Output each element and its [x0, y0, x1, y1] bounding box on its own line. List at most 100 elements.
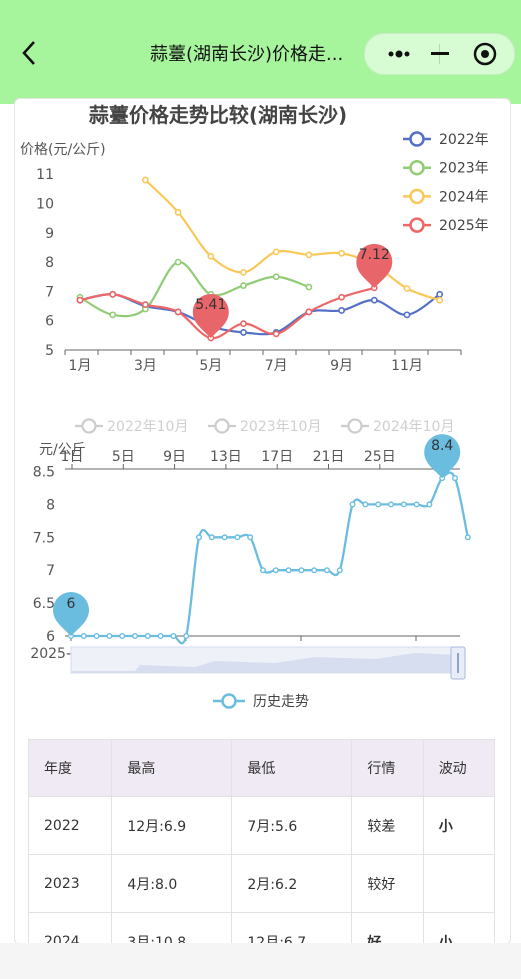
data-point — [426, 501, 433, 508]
series-lines — [68, 471, 471, 645]
legend-symbol — [81, 418, 97, 434]
legend-label: 2023年10月 — [240, 419, 321, 435]
data-point — [298, 567, 305, 574]
chart-legend[interactable]: 历史走势 — [213, 693, 309, 710]
series-line-history — [70, 471, 469, 645]
y-axis-ticks: 6 6.5 7 7.5 8 8.5 — [33, 465, 55, 646]
data-point — [240, 268, 247, 276]
data-point — [272, 273, 280, 281]
top-tick-label: 25日 — [364, 449, 396, 465]
value-markers: 68.4 — [53, 434, 461, 636]
cell-volatility: 小 — [422, 796, 496, 855]
data-point — [388, 501, 395, 508]
y-tick-label: 11 — [36, 167, 54, 183]
y-tick-label: 5 — [45, 343, 54, 359]
slider-preview — [71, 653, 461, 673]
x-tick-label: 7月 — [265, 358, 288, 374]
data-point — [436, 296, 444, 304]
data-point — [207, 252, 215, 260]
data-point — [338, 293, 345, 301]
y-axis-ticks: 5 6 7 8 9 10 11 — [36, 167, 54, 359]
data-point — [349, 501, 356, 508]
marker-label: 5.41 — [195, 297, 226, 313]
data-point — [240, 282, 247, 289]
value-markers: 5.41 7.12 — [192, 243, 393, 338]
y-tick-label: 8 — [46, 497, 55, 513]
y-tick-label: 6 — [45, 314, 54, 330]
navigation-bar: 蒜薹(湖南长沙)价格走... — [0, 0, 521, 104]
legend-symbol — [214, 418, 230, 434]
data-point — [336, 567, 343, 574]
chart-legend[interactable]: 2022年 2023年 2024年 2025年 — [403, 131, 489, 234]
top-tick-label: 17日 — [261, 449, 293, 465]
legend-symbol — [409, 131, 425, 147]
table-row: 2022 12月:6.9 7月:5.6 较差 小 — [27, 796, 496, 855]
legend-symbol — [409, 217, 425, 233]
legend-label: 历史走势 — [253, 694, 309, 710]
content-card: 蒜薹价格走势比较(湖南长沙) 价格(元/公斤) 2022年 2023年 2024年 2… — [14, 98, 511, 945]
data-point — [93, 632, 100, 639]
cell-volatility — [422, 854, 496, 913]
header-low: 最低 — [231, 739, 353, 797]
cell-volatility: 小 — [422, 912, 496, 944]
max-min-marker-pin — [53, 592, 89, 636]
y-tick-label: 6 — [46, 629, 55, 645]
y-axis-label: 元/公斤 — [39, 442, 86, 458]
y-axis-label: 价格(元/公斤) — [20, 142, 106, 158]
legend-label: 2025年 — [439, 218, 489, 234]
data-point — [305, 308, 313, 316]
cell-low: 2月:6.2 — [231, 854, 353, 913]
series-line-2024年 — [144, 179, 441, 302]
datazoom-slider[interactable] — [70, 646, 466, 680]
legend-label: 2024年10月 — [373, 419, 454, 435]
data-point — [400, 501, 407, 508]
data-point — [259, 567, 266, 574]
x-tick-label: 5月 — [199, 358, 222, 374]
data-point — [106, 632, 113, 639]
mini-program-capsule — [364, 33, 515, 75]
data-point — [109, 290, 117, 298]
data-point — [247, 534, 254, 541]
data-point — [234, 534, 241, 541]
chevron-left-icon[interactable] — [18, 36, 42, 70]
data-point — [208, 534, 215, 541]
data-point — [141, 176, 149, 184]
data-point — [272, 567, 279, 574]
data-point — [338, 249, 345, 257]
history-trend-chart: 2022年10月 2023年10月 2024年10月 元/公斤 1日 5日 9日 13日 1… — [30, 418, 471, 710]
legend-symbol — [409, 159, 425, 176]
cell-trend: 好 — [351, 912, 424, 944]
data-point — [452, 475, 459, 482]
max-min-marker-pin — [356, 243, 393, 288]
target-close-icon[interactable] — [461, 34, 509, 74]
cell-high: 4月:8.0 — [111, 854, 233, 913]
data-point — [272, 330, 280, 338]
header-high: 最高 — [111, 739, 233, 797]
max-min-marker-pin — [192, 293, 229, 338]
more-dots-icon[interactable] — [377, 34, 425, 74]
x-tick-label: 3月 — [134, 358, 157, 374]
data-point — [170, 632, 177, 639]
data-point — [403, 285, 411, 292]
cell-high: 3月:10.8 — [111, 912, 233, 944]
x-tick-label: 1月 — [69, 358, 92, 374]
cell-year: 2022 — [27, 796, 113, 855]
faded-legend[interactable]: 2022年10月 2023年10月 2024年10月 — [75, 418, 454, 435]
legend-label: 2022年 — [439, 132, 489, 148]
data-point — [141, 301, 149, 308]
table-row: 2024 3月:10.8 12月:6.7 好 小 — [27, 912, 496, 944]
data-point — [174, 208, 182, 216]
chart-title: 蒜薹价格走势比较(湖南长沙) — [89, 103, 347, 127]
legend-symbol — [409, 188, 425, 205]
price-comparison-chart: 蒜薹价格走势比较(湖南长沙) 价格(元/公斤) 2022年2023年2024年2… — [20, 103, 489, 374]
table-header-row: 年度 最高 最低 行情 波动 — [27, 739, 496, 797]
top-tick-label: 1日 — [61, 449, 84, 465]
bottom-safe-area — [0, 943, 521, 979]
data-point — [403, 311, 411, 319]
data-point — [413, 501, 420, 508]
top-tick-label: 13日 — [210, 449, 242, 465]
data-point — [131, 632, 138, 639]
cell-year: 2024 — [27, 912, 113, 944]
data-point — [76, 296, 84, 304]
minimize-icon[interactable] — [415, 34, 463, 74]
